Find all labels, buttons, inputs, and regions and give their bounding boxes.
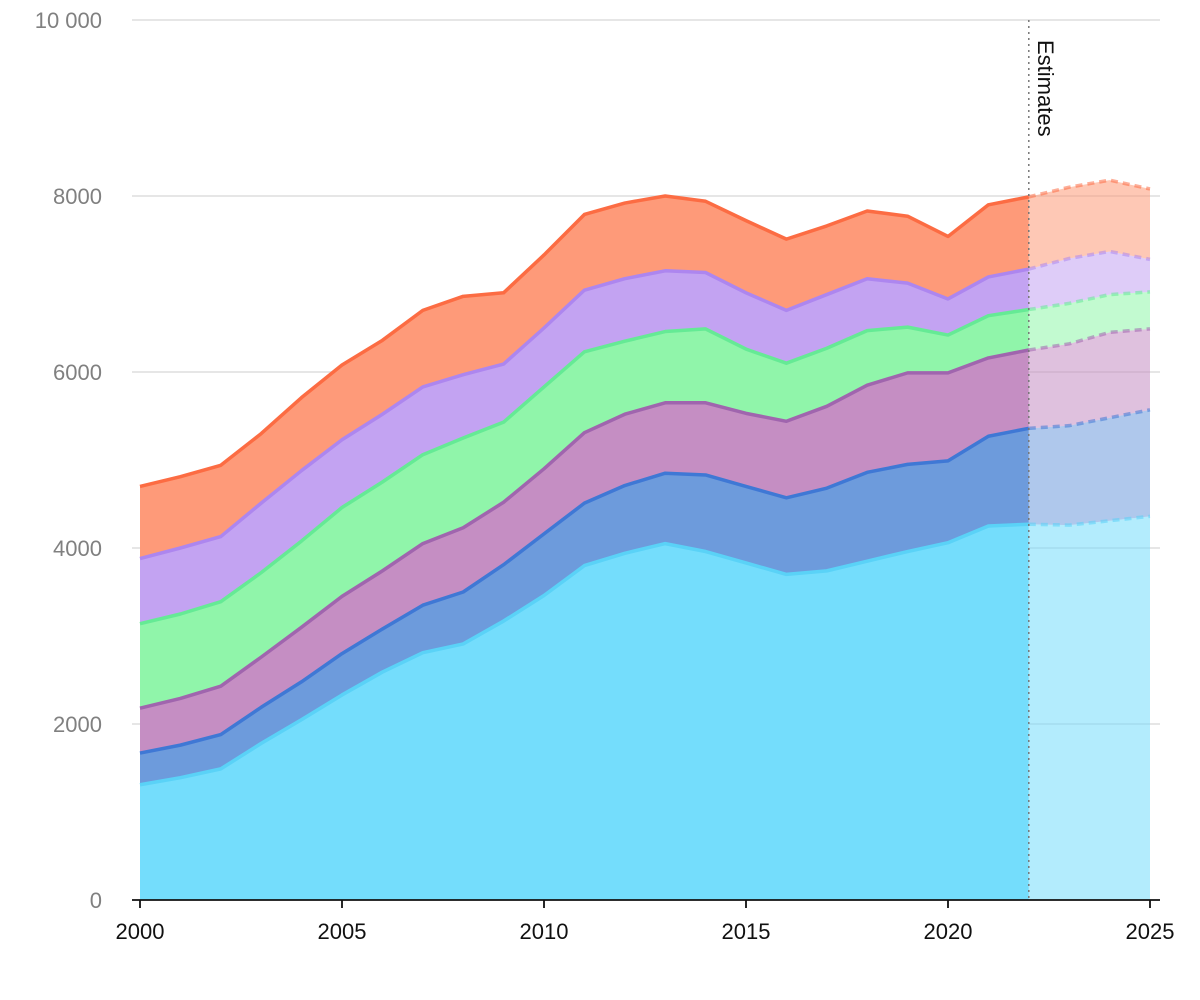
series-6-estimate-line <box>1028 178 1151 199</box>
series-lines <box>139 178 1151 787</box>
y-tick-label: 6000 <box>53 360 102 385</box>
series-3-area <box>140 350 1029 754</box>
series-5-estimate-line <box>1028 249 1151 271</box>
series-4-area <box>140 309 1029 709</box>
series-6-area <box>140 196 1029 559</box>
axes: 0 2000 4000 6000 8000 10 000 2000 2005 2010 2015 2… <box>35 8 1175 944</box>
x-tick-label: 2020 <box>924 919 973 944</box>
series-6-line <box>139 194 1030 489</box>
series-5-line <box>139 267 1030 561</box>
series-5-area <box>140 269 1029 624</box>
series-2-line <box>139 426 1030 755</box>
series-areas <box>140 180 1150 900</box>
series-4-estimate-line <box>1028 290 1151 312</box>
series-2-area <box>140 428 1029 785</box>
y-tick-label: 8000 <box>53 184 102 209</box>
y-tick-label: 0 <box>90 888 102 913</box>
series-1-estimate-line <box>1028 514 1151 527</box>
series-2-estimate-line <box>1028 408 1151 431</box>
series-5-estimate-area <box>1028 251 1150 310</box>
y-tick-label: 10 000 <box>35 8 102 33</box>
y-tick-label: 2000 <box>53 712 102 737</box>
x-tick-label: 2010 <box>520 919 569 944</box>
x-tick-label: 2005 <box>318 919 367 944</box>
series-3-estimate-area <box>1028 328 1150 429</box>
y-tick-label: 4000 <box>53 536 102 561</box>
x-tick-label: 2025 <box>1126 919 1175 944</box>
x-tick-label: 2015 <box>722 919 771 944</box>
estimates-annotation: Estimates <box>1028 20 1058 900</box>
series-1-area <box>140 524 1029 900</box>
estimates-label: Estimates <box>1033 40 1058 137</box>
series-2-estimate-area <box>1028 409 1150 526</box>
x-tick-label: 2000 <box>116 919 165 944</box>
series-4-line <box>139 307 1030 626</box>
series-6-estimate-area <box>1028 180 1150 270</box>
series-3-estimate-line <box>1028 327 1151 352</box>
series-3-line <box>139 348 1030 710</box>
series-1-line <box>139 522 1029 787</box>
series-1-estimate-area <box>1028 516 1150 900</box>
